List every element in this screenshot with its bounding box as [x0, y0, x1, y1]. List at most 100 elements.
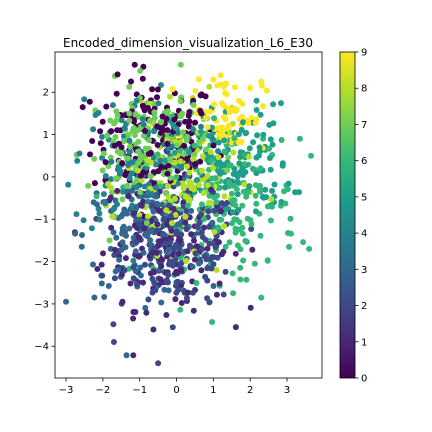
- data-point: [98, 261, 105, 268]
- data-point: [190, 156, 197, 163]
- data-point: [113, 234, 120, 241]
- data-point: [232, 250, 239, 257]
- data-point: [178, 231, 185, 238]
- data-point: [91, 180, 98, 187]
- data-point: [134, 281, 140, 288]
- data-point: [194, 224, 201, 231]
- data-point: [96, 216, 103, 223]
- data-point: [163, 207, 170, 214]
- data-point: [278, 100, 284, 107]
- data-point: [170, 205, 177, 212]
- data-point: [198, 211, 205, 218]
- data-point: [108, 176, 115, 183]
- data-point: [260, 131, 267, 138]
- data-point: [122, 244, 129, 251]
- x-axis: −3 −2 −1 0 1 2 3: [59, 378, 290, 396]
- data-point: [168, 220, 175, 226]
- data-point: [266, 155, 273, 161]
- data-point: [85, 182, 92, 189]
- data-point: [200, 224, 207, 231]
- data-point: [196, 260, 202, 267]
- data-point: [158, 164, 165, 171]
- colorbar-tick-label: 4: [361, 229, 367, 240]
- data-point: [266, 145, 272, 152]
- data-point: [269, 203, 275, 210]
- colorbar-tick-label: 6: [361, 156, 367, 167]
- data-point: [155, 360, 162, 367]
- data-point: [176, 148, 183, 155]
- data-point: [199, 246, 205, 253]
- data-point: [164, 183, 171, 190]
- data-point: [133, 204, 140, 210]
- data-point: [87, 151, 93, 158]
- data-point: [172, 195, 178, 202]
- data-point: [132, 132, 138, 139]
- data-point: [91, 155, 98, 162]
- data-point: [184, 155, 190, 162]
- data-point: [130, 275, 137, 282]
- data-point: [112, 133, 119, 140]
- data-point: [278, 137, 285, 143]
- data-point: [203, 114, 210, 121]
- data-point: [225, 162, 232, 169]
- data-point: [223, 91, 230, 98]
- data-point: [211, 207, 218, 214]
- data-point: [144, 105, 151, 111]
- data-point: [198, 123, 204, 130]
- data-point: [141, 225, 148, 232]
- data-point: [93, 193, 100, 200]
- data-point: [253, 170, 260, 177]
- data-point: [172, 270, 179, 277]
- data-point: [264, 257, 271, 264]
- data-point: [118, 213, 125, 220]
- data-point: [137, 272, 144, 279]
- data-point: [196, 182, 202, 189]
- data-point: [287, 215, 294, 222]
- data-point: [214, 82, 221, 89]
- data-point: [147, 237, 154, 244]
- data-point: [226, 109, 233, 116]
- data-point: [239, 202, 246, 209]
- data-point: [167, 156, 174, 163]
- data-point: [221, 103, 228, 110]
- data-point: [151, 114, 158, 121]
- data-point: [248, 221, 255, 228]
- data-point: [164, 140, 171, 147]
- data-point: [213, 267, 220, 273]
- data-point: [147, 117, 154, 124]
- data-point: [149, 202, 155, 209]
- data-point: [106, 237, 113, 244]
- data-point: [288, 230, 294, 237]
- data-point: [171, 159, 178, 166]
- data-point: [164, 221, 171, 228]
- data-point: [215, 148, 221, 155]
- data-point: [215, 239, 222, 246]
- data-point: [154, 94, 160, 101]
- data-point: [133, 97, 140, 104]
- data-point: [118, 117, 125, 124]
- data-point: [127, 280, 134, 287]
- data-point: [158, 263, 165, 270]
- data-point: [76, 150, 83, 157]
- data-point: [206, 240, 213, 247]
- data-point: [99, 272, 106, 279]
- data-point: [158, 82, 164, 88]
- data-point: [100, 250, 106, 257]
- data-point: [126, 117, 133, 124]
- data-point: [183, 295, 190, 301]
- data-point: [175, 250, 182, 257]
- data-point: [134, 167, 141, 174]
- data-point: [248, 114, 255, 121]
- data-point: [169, 324, 176, 331]
- data-point: [145, 296, 152, 303]
- data-point: [207, 149, 214, 155]
- colorbar-tick-label: 3: [361, 265, 367, 276]
- data-point: [185, 289, 191, 296]
- data-point: [178, 165, 185, 172]
- data-point: [177, 237, 184, 244]
- data-point: [130, 257, 137, 264]
- data-point: [157, 157, 164, 164]
- data-point: [128, 78, 134, 85]
- data-point: [197, 158, 204, 165]
- data-point: [116, 256, 123, 263]
